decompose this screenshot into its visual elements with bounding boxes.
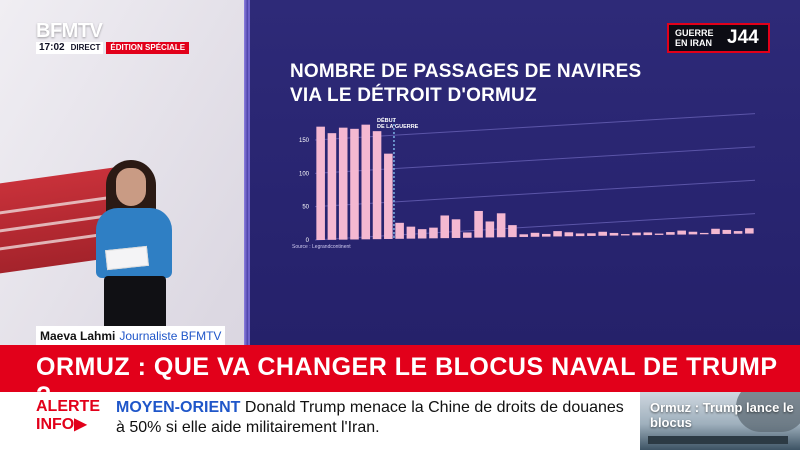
- bar: [417, 229, 427, 239]
- arrow-icon: ▶: [74, 416, 87, 433]
- war-start-annotation-line-2: DE LA GUERRE: [377, 124, 419, 130]
- time-row: 17:02 DIRECT ÉDITION SPÉCIALE: [36, 42, 190, 54]
- presenter-face: [116, 168, 146, 206]
- clock-time: 17:02: [36, 42, 68, 54]
- bar: [519, 234, 529, 237]
- chart-title: NOMBRE DE PASSAGES DE NAVIRES VIA LE DÉT…: [290, 60, 641, 108]
- ship-image: [648, 436, 788, 444]
- bar: [575, 233, 585, 237]
- alert-line-2-text: INFO: [36, 416, 75, 433]
- ticker-news: MOYEN-ORIENT Donald Trump menace la Chin…: [116, 398, 636, 438]
- bar: [745, 228, 754, 234]
- war-start-annotation-line-1: DÉBUT: [377, 118, 396, 124]
- bar: [553, 231, 562, 237]
- bar: [474, 210, 483, 238]
- thumbnail-caption: Ormuz : Trump lance le blocus: [650, 400, 794, 430]
- bar: [677, 230, 686, 235]
- alert-line-2: INFO▶: [36, 416, 108, 434]
- bar: [350, 128, 359, 240]
- y-tick-label: 100: [299, 171, 310, 177]
- y-tick-label: 0: [306, 238, 310, 244]
- bar: [699, 232, 709, 235]
- war-start-annotation: DÉBUT DE LA GUERRE: [377, 118, 418, 130]
- bar: [485, 221, 495, 238]
- badge-text: GUERRE EN IRAN: [675, 28, 725, 48]
- war-day-badge: GUERRE EN IRAN J44: [667, 23, 770, 53]
- presenter-name: Maeva Lahmi: [40, 328, 116, 343]
- bar: [463, 232, 472, 238]
- channel-logo: BFMTV: [36, 20, 103, 42]
- bar: [338, 127, 348, 240]
- bar: [372, 131, 382, 240]
- bar: [395, 222, 404, 239]
- alert-label: ALERTE INFO▶: [36, 398, 108, 434]
- badge-line-1: GUERRE: [675, 28, 714, 38]
- bar: [711, 228, 720, 235]
- bar: [654, 233, 664, 235]
- bar: [384, 153, 393, 239]
- smoke-image: [736, 392, 800, 432]
- bar: [666, 232, 675, 235]
- edition-label: ÉDITION SPÉCIALE: [106, 42, 190, 54]
- ticker-text: Donald Trump menace la Chine de droits d…: [116, 399, 624, 436]
- bar: [598, 231, 607, 236]
- chart-title-line-2: VIA LE DÉTROIT D'ORMUZ: [290, 85, 537, 106]
- bar: [688, 231, 698, 235]
- chart-title-line-1: NOMBRE DE PASSAGES DE NAVIRES: [290, 61, 642, 82]
- bar-chart: 0 50 100 150: [299, 113, 756, 244]
- bar: [587, 233, 596, 236]
- bar: [316, 126, 325, 240]
- bar: [440, 215, 450, 239]
- alert-line-1: ALERTE: [36, 398, 100, 415]
- bar: [541, 233, 551, 237]
- bar: [451, 219, 461, 238]
- bar: [406, 226, 416, 239]
- presenter-figure: [92, 160, 188, 336]
- bar: [722, 229, 732, 234]
- bar: [564, 232, 574, 237]
- bar: [632, 232, 641, 236]
- badge-day: J44: [727, 27, 759, 48]
- bar: [496, 213, 506, 238]
- screen-edge: [244, 0, 248, 345]
- next-story-thumbnail[interactable]: Ormuz : Trump lance le blocus: [640, 392, 800, 450]
- headline-banner: ORMUZ : QUE VA CHANGER LE BLOCUS NAVAL D…: [0, 345, 800, 410]
- bar: [643, 232, 653, 236]
- name-strap: Maeva Lahmi Journaliste BFMTV: [36, 326, 226, 345]
- bar: [327, 133, 337, 240]
- live-label: DIRECT: [67, 42, 104, 54]
- bar: [530, 232, 540, 237]
- ticker-region: MOYEN-ORIENT: [116, 399, 241, 416]
- badge-line-2: EN IRAN: [675, 38, 713, 48]
- bar: [620, 234, 630, 236]
- chart-source: Source : Legrandcontinent: [292, 244, 351, 250]
- grid-line: [314, 113, 756, 141]
- bar: [733, 231, 743, 234]
- bar: [361, 124, 371, 240]
- y-tick-label: 50: [302, 205, 309, 211]
- y-tick-label: 150: [299, 138, 310, 144]
- bar: [429, 227, 438, 239]
- bar: [508, 225, 517, 238]
- presenter-role: Journaliste BFMTV: [119, 328, 222, 343]
- bar: [609, 232, 619, 236]
